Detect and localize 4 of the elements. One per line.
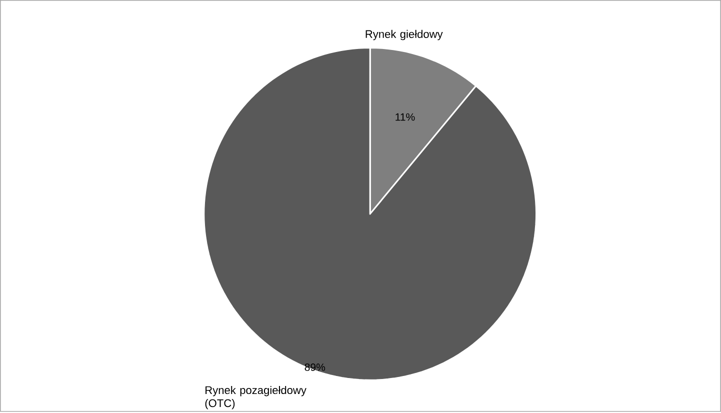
slice-label: Rynek giełdowy <box>366 30 443 40</box>
slice-label: Rynek pozagiełdowy (OTC) <box>205 386 306 410</box>
data-label: 11% <box>396 114 415 121</box>
data-label: 89% <box>304 364 326 372</box>
